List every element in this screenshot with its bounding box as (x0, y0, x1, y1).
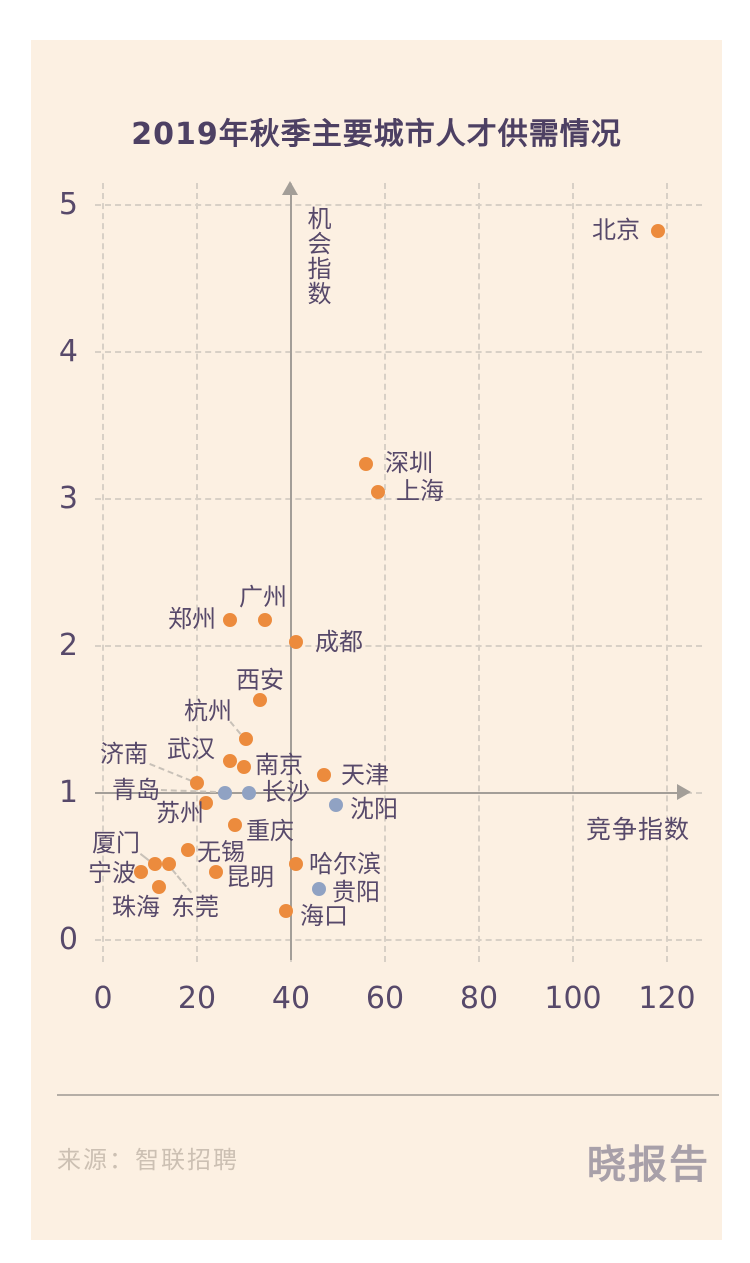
leader-line (171, 869, 192, 894)
horizontal-gridline (95, 351, 702, 353)
data-point-dot (133, 865, 148, 880)
horizontal-gridline (95, 645, 702, 647)
city-label: 无锡 (197, 838, 245, 866)
y-tick-label: 0 (58, 922, 78, 957)
data-point-dot (239, 731, 254, 746)
data-point-dot (279, 903, 294, 918)
data-point-dot (222, 753, 237, 768)
city-label: 贵阳 (332, 878, 380, 906)
data-point-dot (650, 224, 665, 239)
data-point-dot (288, 856, 303, 871)
data-point-dot (180, 843, 195, 858)
city-label: 东莞 (171, 893, 219, 921)
horizontal-gridline (95, 204, 702, 206)
data-point-dot (359, 456, 374, 471)
x-axis-arrow-icon (677, 784, 691, 800)
data-point-dot (241, 786, 256, 800)
data-point-dot (199, 796, 214, 811)
data-point-dot (161, 856, 176, 871)
y-tick-label: 3 (58, 481, 78, 516)
city-label: 重庆 (246, 817, 294, 845)
footer-divider (57, 1094, 719, 1096)
y-tick-label: 2 (58, 628, 78, 663)
data-point-dot (328, 797, 343, 812)
city-label: 珠海 (112, 893, 160, 921)
city-label: 杭州 (184, 697, 232, 725)
city-label: 厦门 (92, 829, 140, 857)
data-point-dot (312, 881, 327, 896)
data-point-dot (370, 484, 385, 499)
x-tick-label: 0 (93, 981, 113, 1016)
vertical-gridline (572, 183, 574, 962)
data-point-dot (316, 768, 331, 783)
vertical-gridline (384, 183, 386, 962)
horizontal-gridline (95, 498, 702, 500)
city-label: 南京 (255, 751, 303, 779)
city-label: 广州 (239, 583, 287, 611)
data-point-dot (152, 880, 167, 895)
y-axis-line (290, 193, 292, 960)
vertical-gridline (666, 183, 668, 962)
city-label: 济南 (100, 740, 148, 768)
city-label: 郑州 (168, 605, 216, 633)
city-label: 成都 (315, 628, 363, 656)
data-point-dot (288, 634, 303, 649)
city-label: 宁波 (88, 859, 136, 887)
city-label: 天津 (341, 761, 389, 789)
city-label: 哈尔滨 (309, 850, 381, 878)
y-tick-label: 1 (58, 775, 78, 810)
data-point-dot (227, 818, 242, 833)
city-label: 深圳 (385, 449, 433, 477)
x-tick-label: 40 (271, 981, 311, 1016)
y-axis-label: 机会指数 (303, 206, 331, 306)
x-tick-label: 20 (177, 981, 217, 1016)
city-label: 沈阳 (350, 795, 398, 823)
data-point-dot (218, 786, 233, 800)
data-point-dot (147, 856, 162, 871)
brand-logo: 晓报告 (586, 1143, 710, 1188)
city-label: 西安 (236, 666, 284, 694)
y-axis-arrow-icon (282, 181, 298, 195)
x-tick-label: 60 (365, 981, 405, 1016)
chart-title: 2019年秋季主要城市人才供需情况 (131, 117, 622, 152)
data-point-dot (208, 865, 223, 880)
horizontal-gridline (95, 939, 702, 941)
x-axis-line (95, 792, 679, 794)
city-label: 武汉 (167, 735, 215, 763)
vertical-gridline (102, 183, 104, 962)
data-point-dot (222, 612, 237, 627)
city-label: 上海 (396, 477, 444, 505)
infographic-panel (31, 40, 722, 1240)
data-point-dot (237, 759, 251, 774)
city-label: 北京 (592, 216, 640, 244)
data-point-dot (253, 693, 268, 708)
city-label: 海口 (300, 902, 348, 930)
city-label: 昆明 (226, 863, 274, 891)
city-label: 长沙 (262, 778, 310, 806)
data-point-dot (190, 775, 204, 790)
vertical-gridline (478, 183, 480, 962)
city-label: 青岛 (112, 776, 160, 804)
y-tick-label: 5 (58, 187, 78, 222)
data-point-dot (258, 612, 273, 627)
vertical-gridline (196, 183, 198, 962)
y-tick-label: 4 (58, 334, 78, 369)
city-label: 苏州 (156, 799, 204, 827)
x-tick-label: 80 (459, 981, 499, 1016)
x-tick-label: 120 (638, 981, 696, 1016)
x-tick-label: 100 (544, 981, 602, 1016)
x-axis-label: 竞争指数 (586, 815, 691, 844)
source-text: 来源：智联招聘 (57, 1146, 239, 1174)
